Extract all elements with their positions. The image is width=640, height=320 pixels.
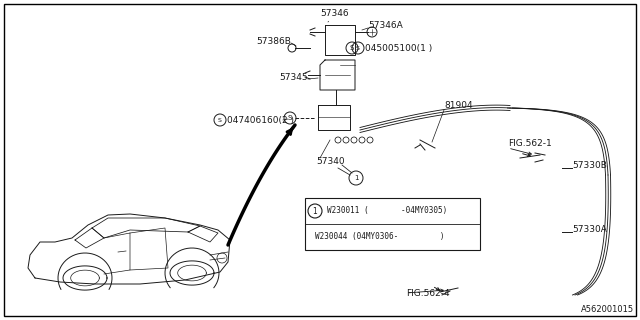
- Text: S: S: [218, 117, 222, 123]
- Text: W230044 (04MY0306-         ): W230044 (04MY0306- ): [315, 233, 445, 242]
- Text: A562001015: A562001015: [581, 305, 634, 314]
- Text: 57330B: 57330B: [572, 161, 607, 170]
- Text: 57346: 57346: [320, 10, 349, 22]
- Text: 047406160(2 ): 047406160(2 ): [227, 116, 294, 124]
- Text: 57345: 57345: [280, 74, 308, 83]
- Text: S: S: [350, 45, 354, 51]
- Text: 57386B: 57386B: [256, 37, 291, 46]
- Text: 57340: 57340: [316, 157, 344, 166]
- Text: S: S: [356, 45, 360, 51]
- Text: 57330A: 57330A: [572, 226, 607, 235]
- Text: 045005100(1 ): 045005100(1 ): [365, 44, 432, 52]
- Text: W230011 (       -04MY0305): W230011 ( -04MY0305): [327, 206, 447, 215]
- Text: 81904: 81904: [444, 101, 472, 110]
- Text: 1: 1: [312, 206, 317, 215]
- Text: 57346A: 57346A: [368, 21, 403, 30]
- Bar: [305, 198, 480, 250]
- Text: FIG.562-1: FIG.562-1: [508, 140, 552, 148]
- Text: S: S: [288, 115, 292, 121]
- Text: 1: 1: [354, 175, 358, 181]
- Text: FIG.562-4: FIG.562-4: [406, 290, 450, 299]
